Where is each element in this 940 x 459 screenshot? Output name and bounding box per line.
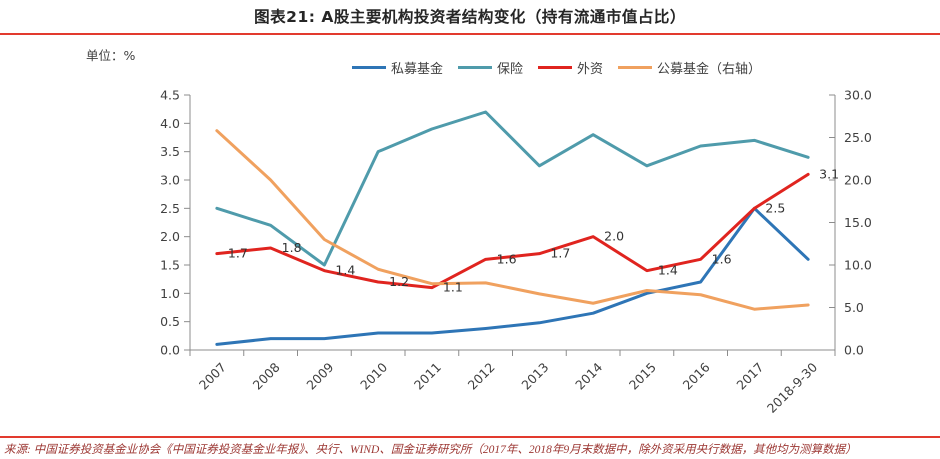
svg-text:3.5: 3.5	[160, 144, 180, 159]
unit-label: 单位：%	[86, 48, 136, 63]
legend-line-marker	[538, 66, 573, 69]
line-chart: 0.0 0.5 1.0 1.5 2.0 2.5 3.0 3.5 4.0 4.5 0.0 5.0 10.0…	[160, 88, 872, 416]
legend-line-marker	[458, 66, 493, 69]
data-label: 1.2	[389, 274, 409, 289]
svg-text:30.0: 30.0	[844, 88, 872, 103]
svg-text:15.0: 15.0	[844, 215, 872, 230]
svg-text:2.0: 2.0	[160, 229, 180, 244]
series-lines	[215, 110, 810, 346]
x-axis-labels: 2007 2008 2009 2010 2011 2012 2013 2014 2015 2016…	[196, 359, 820, 415]
data-label: 2.5	[765, 200, 785, 215]
legend-label: 保险	[497, 62, 524, 77]
svg-text:3.0: 3.0	[160, 173, 180, 188]
svg-text:4.5: 4.5	[160, 88, 180, 103]
svg-text:25.0: 25.0	[844, 130, 872, 145]
x-axis-ticks	[189, 350, 836, 356]
svg-text:2012: 2012	[465, 360, 498, 393]
svg-text:2008: 2008	[250, 359, 283, 392]
svg-text:1.5: 1.5	[160, 258, 180, 273]
data-label: 1.8	[282, 240, 302, 255]
legend-item-3: 公募基金（右轴）	[618, 58, 761, 77]
series-line-0	[215, 206, 810, 346]
series-line-1	[215, 110, 810, 267]
data-label: 2.0	[604, 229, 624, 244]
svg-text:1.0: 1.0	[160, 286, 180, 301]
left-axis-labels: 0.0 0.5 1.0 1.5 2.0 2.5 3.0 3.5 4.0 4.5	[160, 88, 190, 358]
right-axis-labels: 0.0 5.0 10.0 15.0 20.0 25.0 30.0	[829, 88, 872, 358]
legend-label: 公募基金（右轴）	[657, 62, 762, 77]
legend-label: 外资	[577, 62, 604, 77]
svg-text:2007: 2007	[196, 360, 229, 393]
svg-text:2015: 2015	[626, 360, 659, 393]
data-label: 1.7	[550, 246, 570, 261]
data-label: 1.6	[497, 251, 517, 266]
svg-text:2010: 2010	[357, 359, 390, 392]
svg-text:20.0: 20.0	[844, 173, 872, 188]
footer-divider-line	[0, 436, 940, 438]
data-label: 1.7	[228, 246, 248, 261]
svg-text:2018-9-30: 2018-9-30	[764, 359, 820, 415]
legend-item-1: 保险	[458, 58, 523, 77]
svg-text:2014: 2014	[572, 359, 605, 392]
svg-text:2009: 2009	[303, 359, 336, 392]
svg-text:2.5: 2.5	[160, 201, 180, 216]
source-note: 来源: 中国证券投资基金业协会《中国证券投资基金业年报》、央行、WIND、国金证…	[4, 444, 857, 456]
series-line-2	[215, 172, 810, 290]
chart-legend: 私募基金 保险 外资 公募基金（右轴）	[352, 58, 761, 77]
svg-text:4.0: 4.0	[160, 116, 180, 131]
svg-text:2017: 2017	[733, 360, 766, 393]
data-label: 1.6	[712, 251, 732, 266]
svg-text:0.5: 0.5	[160, 314, 180, 329]
data-label: 1.1	[443, 280, 463, 295]
title-divider-line	[0, 33, 940, 35]
svg-text:10.0: 10.0	[844, 258, 872, 273]
legend-label: 私募基金	[391, 62, 444, 77]
data-label: 3.1	[819, 166, 839, 181]
svg-text:2013: 2013	[518, 360, 551, 393]
series-line-3	[215, 129, 810, 311]
svg-text:0.0: 0.0	[160, 343, 180, 358]
legend-line-marker	[618, 66, 653, 69]
legend-item-0: 私募基金	[352, 58, 443, 77]
data-label: 1.4	[658, 263, 678, 278]
legend-line-marker	[352, 66, 386, 69]
chart-title: 图表21: A股主要机构投资者结构变化（持有流通市值占比）	[254, 8, 686, 26]
series-data-labels: 1.7 1.8 1.4 1.2 1.1 1.6 1.7 2.0 1.4 1.6 2.5 3.1	[228, 166, 839, 294]
svg-text:5.0: 5.0	[844, 300, 864, 315]
svg-text:0.0: 0.0	[844, 343, 864, 358]
svg-text:2016: 2016	[680, 359, 713, 392]
legend-item-2: 外资	[538, 58, 603, 77]
svg-text:2011: 2011	[411, 360, 444, 393]
data-label: 1.4	[335, 263, 355, 278]
